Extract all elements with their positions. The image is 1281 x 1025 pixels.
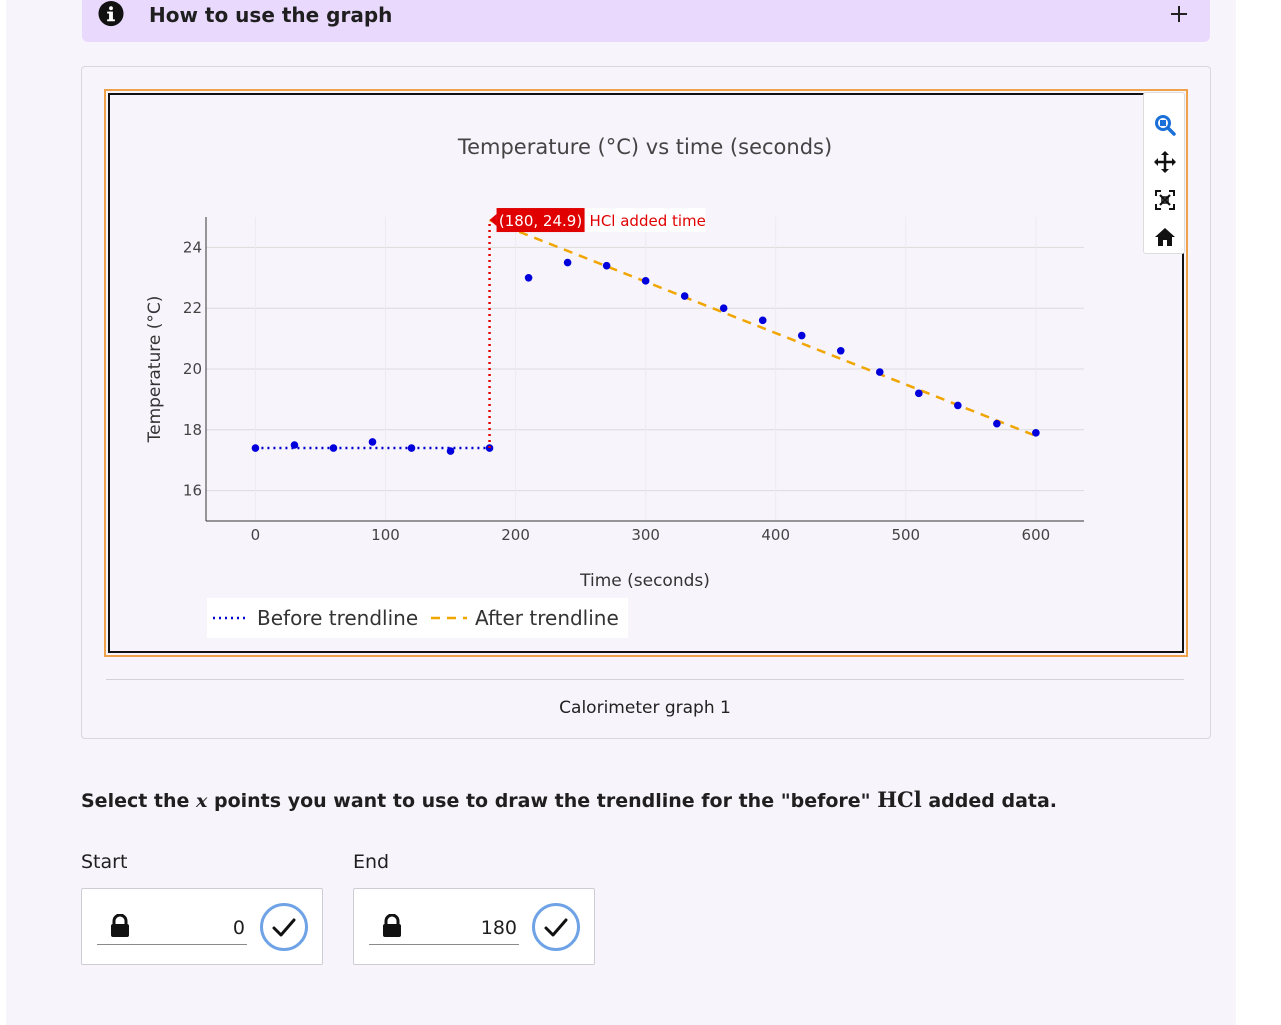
end-label: End [353, 851, 390, 873]
zoom-icon[interactable] [1153, 113, 1177, 137]
data-point [797, 331, 806, 340]
question-part-1: Select the [81, 790, 197, 812]
autoscale-icon[interactable] [1153, 188, 1177, 212]
y-tick-label: 22 [183, 299, 202, 317]
axes-layer [205, 217, 1084, 522]
start-field-group [81, 888, 323, 965]
x-tick-label: 400 [761, 526, 790, 544]
data-point [954, 401, 962, 410]
y-tick-label: 20 [183, 360, 202, 378]
temperature-chart[interactable]: Temperature (°C) vs time (seconds) Time … [0, 0, 1281, 700]
start-label: Start [81, 851, 128, 873]
legend: Before trendline After trendline [207, 598, 628, 638]
data-point [993, 419, 1001, 428]
data-point [758, 316, 767, 325]
annotation-point-label: (180, 24.9) [499, 212, 582, 230]
annotation-pointer [489, 214, 497, 227]
end-check-button[interactable] [531, 902, 581, 952]
legend-label: After trendline [475, 606, 619, 630]
data-point [641, 277, 650, 285]
data-point [407, 444, 416, 452]
series-layer [255, 218, 1037, 450]
x-tick-label: 500 [891, 526, 920, 544]
accordion-title: How to use the graph [149, 3, 393, 27]
x-tick-label: 200 [501, 526, 530, 544]
y-tick-label: 18 [183, 421, 202, 439]
legend-label: Before trendline [257, 606, 418, 630]
chem-formula: HCl [877, 787, 922, 812]
annotation-layer: (180, 24.9) HCl added time [488, 208, 706, 449]
plus-icon[interactable] [1169, 4, 1189, 24]
data-point [875, 368, 884, 376]
data-point [368, 438, 377, 446]
end-input[interactable] [369, 911, 519, 945]
data-point [329, 444, 338, 452]
points-layer [251, 258, 1040, 455]
after-trendline [489, 218, 1037, 438]
data-point [446, 447, 455, 455]
y-axis-label: Temperature (°C) [145, 296, 165, 444]
data-point [251, 444, 260, 452]
math-variable: x [196, 790, 208, 812]
x-tick-label: 300 [631, 526, 660, 544]
start-input[interactable] [97, 911, 247, 945]
caption-divider [106, 679, 1184, 680]
end-field-group [353, 888, 595, 965]
data-point [1032, 429, 1040, 437]
y-tick-label: 16 [183, 482, 202, 500]
x-axis-label: Time (seconds) [579, 571, 710, 591]
data-point [680, 292, 689, 300]
how-to-accordion[interactable]: How to use the graph [82, 0, 1210, 42]
pan-icon[interactable] [1153, 150, 1177, 174]
x-tick-label: 600 [1022, 526, 1051, 544]
data-point [485, 444, 494, 452]
question-part-2: points you want to use to draw the trend… [207, 790, 878, 812]
data-point [290, 441, 299, 449]
grid-layer [206, 217, 1084, 521]
legend-box [207, 598, 628, 638]
x-tick-label: 0 [251, 526, 261, 544]
chart-title: Temperature (°C) vs time (seconds) [457, 135, 832, 159]
info-icon [98, 1, 124, 27]
figure-caption: Calorimeter graph 1 [559, 698, 731, 718]
data-point [836, 346, 845, 355]
home-icon[interactable] [1153, 225, 1177, 249]
start-check-button[interactable] [259, 902, 309, 952]
data-point [602, 261, 611, 270]
x-tick-label: 100 [371, 526, 400, 544]
annotation-point-box [496, 208, 585, 233]
data-point [563, 258, 572, 267]
ticks-layer: 0 100 200 300 400 500 600 16 18 20 22 24 [183, 238, 1050, 544]
y-tick-label: 24 [183, 238, 202, 256]
chart-toolbar [1143, 92, 1185, 254]
annotation-text: HCl added time [590, 212, 706, 230]
annotation-text-box [585, 208, 706, 233]
data-point [719, 304, 728, 313]
data-point [915, 389, 923, 398]
question-text: Select the x points you want to use to d… [81, 787, 1057, 812]
question-part-3: added data. [921, 790, 1058, 812]
data-point [524, 274, 533, 282]
